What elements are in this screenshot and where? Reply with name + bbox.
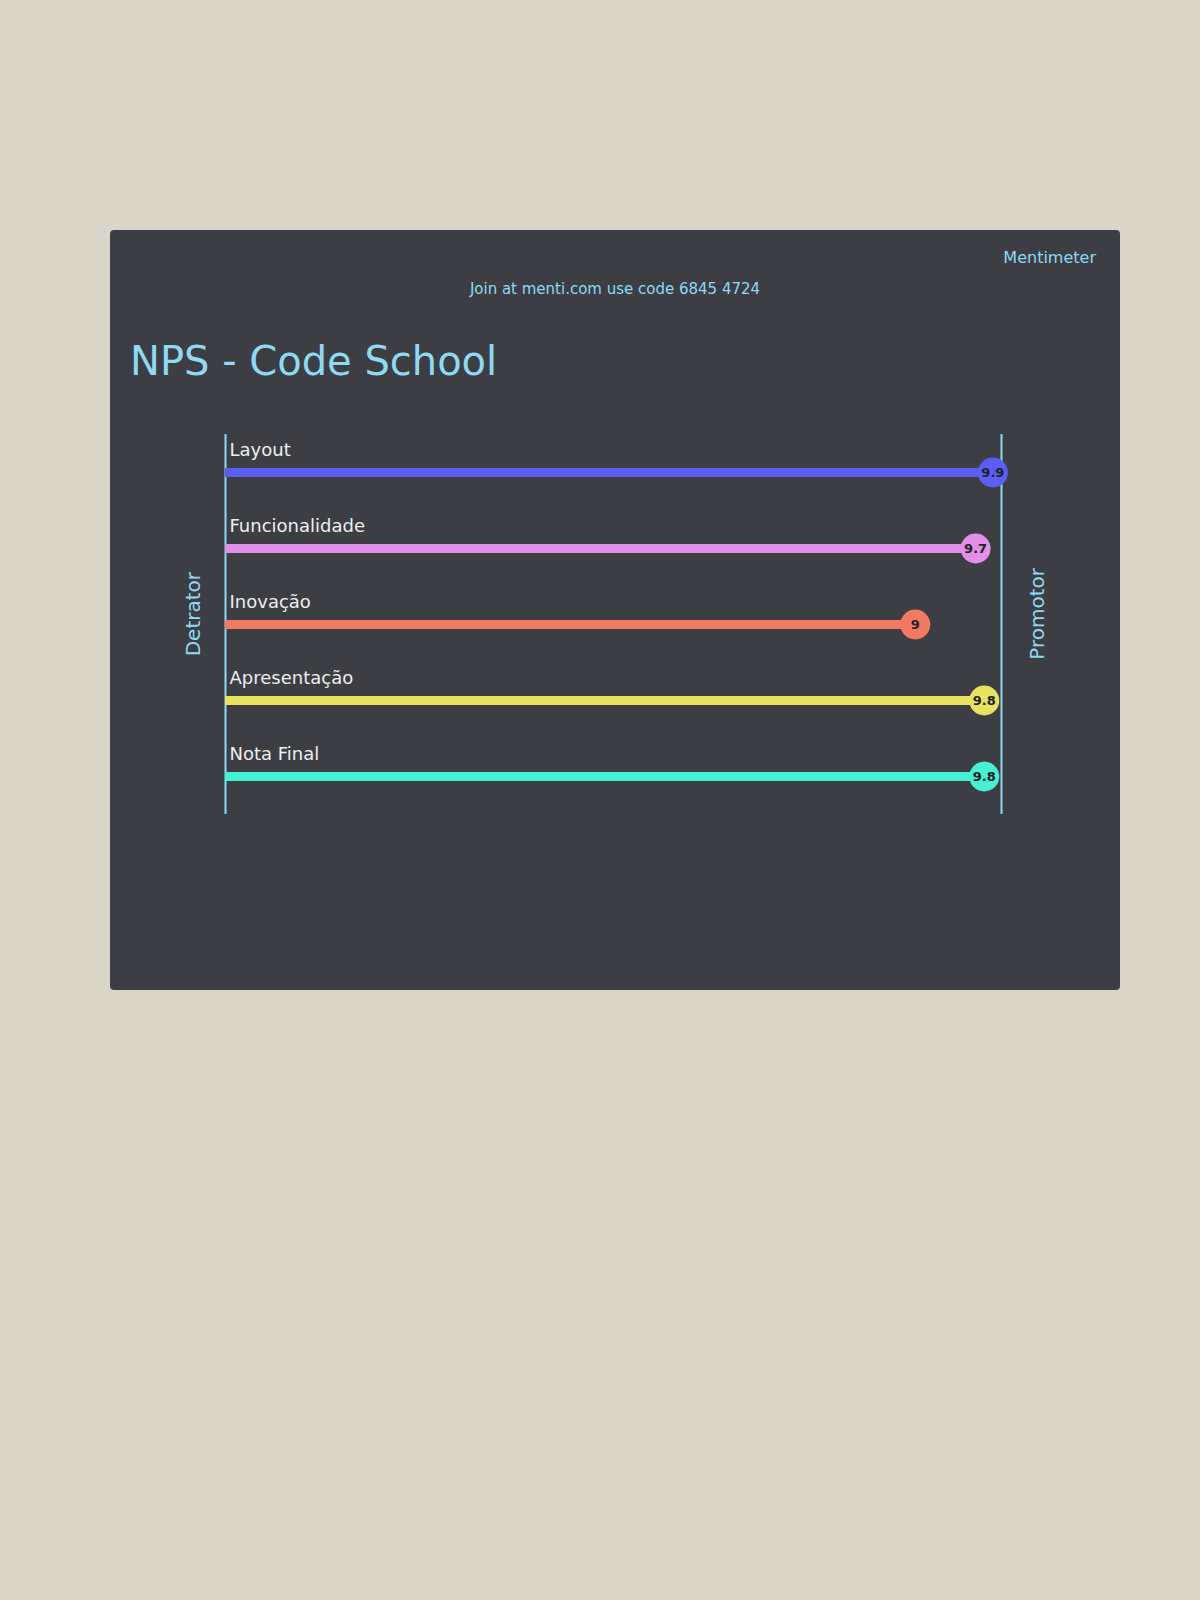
svg-text:9.8: 9.8 bbox=[973, 769, 996, 784]
html-text:NPS - Code School: NPS - Code School bbox=[130, 338, 498, 384]
svg-text:Apresentação: Apresentação bbox=[230, 667, 354, 688]
svg-text:Inovação: Inovação bbox=[230, 591, 311, 612]
html-text:Mentimeter: Mentimeter bbox=[1003, 248, 1096, 267]
html-text:Promotor: Promotor bbox=[1025, 568, 1049, 660]
svg-text:Funcionalidade: Funcionalidade bbox=[230, 515, 366, 536]
html-text:Detrator: Detrator bbox=[181, 571, 205, 657]
svg-text:Nota Final: Nota Final bbox=[230, 743, 320, 764]
html-text:Join at menti.com use code 684: Join at menti.com use code 6845 4724 bbox=[469, 280, 761, 298]
svg-text:9.8: 9.8 bbox=[973, 693, 996, 708]
svg-text:9: 9 bbox=[911, 617, 920, 632]
svg-text:9.7: 9.7 bbox=[964, 541, 987, 556]
svg-text:Layout: Layout bbox=[230, 439, 291, 460]
svg-text:9.9: 9.9 bbox=[981, 465, 1004, 480]
